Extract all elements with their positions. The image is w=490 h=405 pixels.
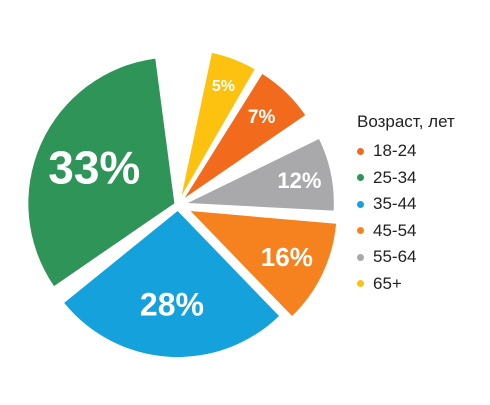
slice-value-label: 28%	[140, 286, 204, 322]
legend-title: Возраст, лет	[357, 112, 455, 131]
legend: Возраст, лет 18-24 25-34 35-44 45-54 55-…	[357, 112, 487, 297]
legend-label: 35-44	[373, 194, 417, 214]
pie-slice-18-24	[184, 73, 306, 198]
legend-label: 18-24	[373, 141, 417, 161]
legend-item-25-34: 25-34	[357, 165, 487, 192]
legend-item-45-54: 45-54	[357, 218, 487, 245]
pie-slice-25-34	[28, 58, 175, 287]
pie-slice-65-plus	[181, 52, 255, 196]
legend-label: 25-34	[373, 167, 417, 187]
slice-value-label: 12%	[277, 168, 321, 193]
slice-value-label: 33%	[48, 142, 140, 194]
legend-marker	[357, 200, 364, 208]
legend-label: 55-64	[373, 247, 417, 267]
legend-item-55-64: 55-64	[357, 244, 487, 271]
legend-item-18-24: 18-24	[357, 138, 487, 165]
legend-label: 65+	[373, 273, 402, 293]
legend-label: 45-54	[373, 220, 417, 240]
legend-item-65-plus: 65+	[357, 271, 487, 298]
legend-marker	[357, 280, 364, 288]
slice-value-label: 7%	[248, 107, 276, 128]
slice-value-label: 16%	[261, 242, 313, 272]
legend-item-35-44: 35-44	[357, 191, 487, 218]
pie-slice-45-54	[190, 211, 337, 317]
legend-marker	[357, 174, 364, 182]
legend-marker	[357, 227, 364, 235]
legend-marker	[357, 147, 364, 155]
legend-marker	[357, 253, 364, 261]
pie-slice-55-64	[187, 139, 334, 211]
slice-value-label: 5%	[212, 78, 235, 95]
pie-slice-35-44	[64, 210, 280, 357]
